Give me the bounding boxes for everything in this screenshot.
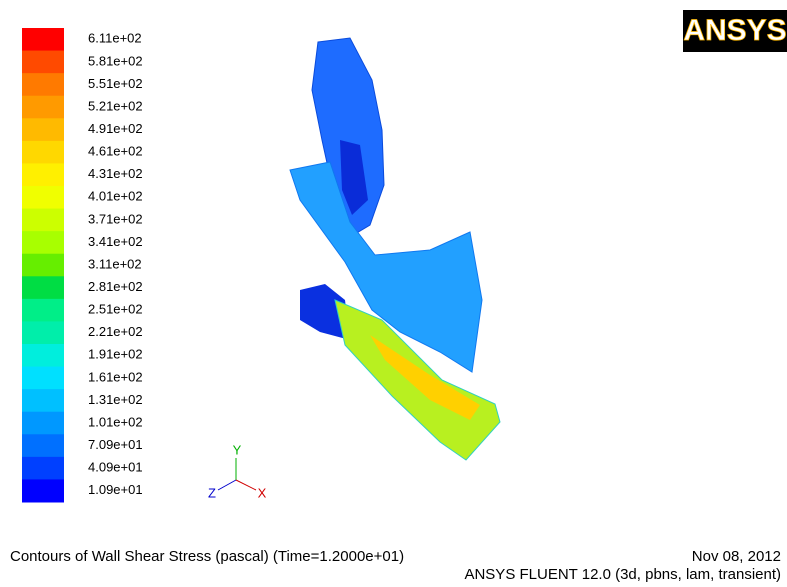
triad-y-label: Y bbox=[233, 442, 242, 457]
level-label: 3.71e+02 bbox=[88, 211, 143, 226]
level-label: 2.51e+02 bbox=[88, 302, 143, 317]
color-swatch bbox=[22, 73, 64, 97]
triad-z bbox=[217, 479, 237, 491]
level-label: 4.01e+02 bbox=[88, 189, 143, 204]
color-swatch bbox=[22, 118, 64, 142]
color-swatch bbox=[22, 186, 64, 210]
level-label: 3.11e+02 bbox=[88, 256, 142, 271]
level-label: 2.81e+02 bbox=[88, 279, 143, 294]
level-label: 1.61e+02 bbox=[88, 369, 143, 384]
level-label: 5.51e+02 bbox=[88, 76, 143, 91]
logo-text: ANSYS bbox=[683, 14, 786, 47]
level-label: 1.01e+02 bbox=[88, 414, 143, 429]
color-swatch bbox=[22, 50, 64, 74]
axis-triad: Y Z X bbox=[208, 442, 267, 500]
color-swatch bbox=[22, 276, 64, 300]
color-swatch bbox=[22, 456, 64, 480]
level-label: 5.81e+02 bbox=[88, 53, 143, 68]
version: ANSYS FLUENT 12.0 (3d, pbns, lam, transi… bbox=[464, 566, 781, 583]
level-label: 4.09e+01 bbox=[88, 460, 143, 475]
date: Nov 08, 2012 bbox=[692, 548, 781, 565]
color-swatch bbox=[22, 253, 64, 277]
level-label: 3.41e+02 bbox=[88, 234, 143, 249]
level-label: 1.31e+02 bbox=[88, 392, 143, 407]
logo: ANSYS bbox=[683, 10, 787, 52]
level-label: 6.11e+02 bbox=[88, 31, 142, 46]
level-label: 5.21e+02 bbox=[88, 98, 143, 113]
lower-blade-hot bbox=[370, 335, 480, 420]
color-swatch bbox=[22, 366, 64, 390]
level-label: 1.09e+01 bbox=[88, 482, 143, 497]
color-swatch bbox=[22, 28, 64, 52]
level-label: 7.09e+01 bbox=[88, 437, 143, 452]
color-swatch bbox=[22, 411, 64, 435]
color-swatch bbox=[22, 389, 64, 413]
colorbar: 6.11e+02 5.81e+02 5.51e+02 5.21e+02 4.91e+02… bbox=[22, 28, 143, 503]
upper-blade-low bbox=[340, 140, 368, 215]
caption: Contours of Wall Shear Stress (pascal) (… bbox=[10, 548, 404, 565]
level-label: 4.31e+02 bbox=[88, 166, 143, 181]
level-label: 4.61e+02 bbox=[88, 144, 143, 159]
color-swatch bbox=[22, 140, 64, 164]
color-swatch bbox=[22, 231, 64, 255]
color-swatch bbox=[22, 298, 64, 322]
color-swatch bbox=[22, 163, 64, 187]
level-label: 1.91e+02 bbox=[88, 347, 143, 362]
color-swatch bbox=[22, 344, 64, 368]
lower-left bbox=[300, 284, 350, 340]
level-label: 4.91e+02 bbox=[88, 121, 143, 136]
color-swatch bbox=[22, 479, 64, 503]
triad-z-label: Z bbox=[208, 485, 216, 500]
color-swatch bbox=[22, 95, 64, 119]
triad-x bbox=[235, 479, 257, 491]
logo-box bbox=[683, 10, 787, 52]
hub-band bbox=[289, 161, 483, 373]
geometry bbox=[289, 37, 501, 461]
triad-x-label: X bbox=[258, 485, 267, 500]
color-swatch bbox=[22, 208, 64, 232]
level-label: 2.21e+02 bbox=[88, 324, 143, 339]
color-swatch bbox=[22, 434, 64, 458]
color-swatch bbox=[22, 321, 64, 345]
